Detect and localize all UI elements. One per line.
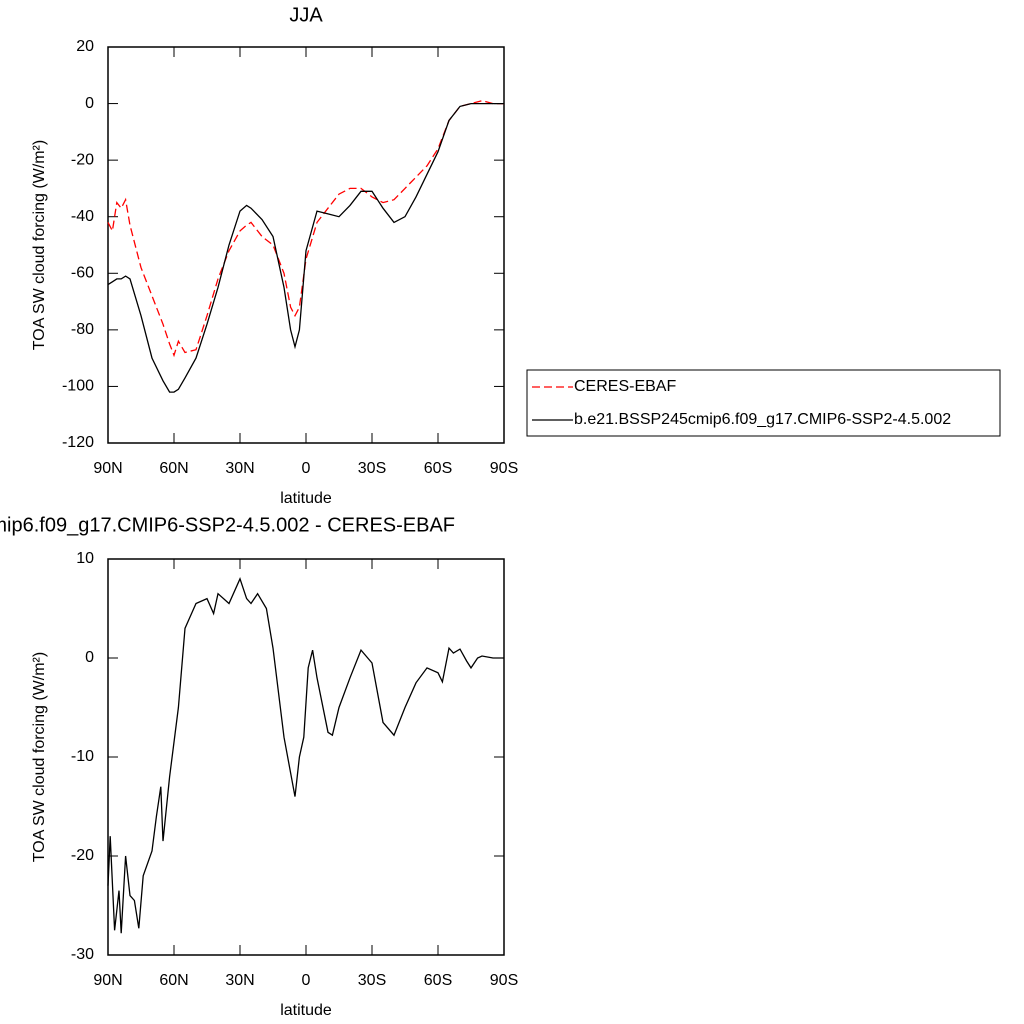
y-axis-label: TOA SW cloud forcing (W/m²)	[31, 140, 48, 350]
y-tick-label: -10	[71, 748, 94, 765]
data-line	[107, 102, 504, 393]
x-tick-label: 90N	[93, 460, 122, 477]
x-tick-label: 30S	[358, 460, 386, 477]
x-tick-label: 90N	[93, 972, 122, 989]
x-tick-label: 60N	[159, 972, 188, 989]
x-tick-label: 0	[302, 972, 311, 989]
x-tick-label: 60N	[159, 460, 188, 477]
x-tick-label: 60S	[424, 460, 452, 477]
plot-frame	[107, 46, 505, 444]
y-tick-label: -60	[71, 265, 94, 282]
y-tick-label: -120	[62, 434, 94, 451]
data-line	[107, 577, 504, 934]
chart-title: 1.BSSP245cmip6.f09_g17.CMIP6-SSP2-4.5.00…	[0, 514, 455, 536]
plot-frame	[107, 558, 505, 956]
x-tick-label: 90S	[490, 972, 518, 989]
chart-title: JJA	[289, 4, 323, 26]
y-tick-label: -20	[71, 847, 94, 864]
x-tick-label: 30N	[225, 460, 254, 477]
legend-label: b.e21.BSSP245cmip6.f09_g17.CMIP6-SSP2-4.…	[574, 411, 951, 428]
x-tick-label: 30S	[358, 972, 386, 989]
y-axis-label: TOA SW cloud forcing (W/m²)	[31, 652, 48, 862]
legend-label: CERES-EBAF	[574, 378, 676, 395]
legend-box	[526, 369, 1001, 437]
y-tick-label: -80	[71, 321, 94, 338]
x-axis-label: latitude	[280, 490, 332, 507]
x-tick-label: 90S	[490, 460, 518, 477]
y-tick-label: 10	[76, 550, 94, 567]
y-tick-label: -100	[62, 378, 94, 395]
x-axis-label: latitude	[280, 1002, 332, 1019]
y-tick-label: 0	[85, 95, 94, 112]
y-tick-label: -30	[71, 946, 94, 963]
y-tick-label: 0	[85, 649, 94, 666]
y-tick-label: -20	[71, 151, 94, 168]
x-tick-label: 30N	[225, 972, 254, 989]
x-tick-label: 60S	[424, 972, 452, 989]
x-tick-label: 0	[302, 460, 311, 477]
y-tick-label: 20	[76, 38, 94, 55]
data-line	[107, 100, 504, 358]
y-tick-label: -40	[71, 208, 94, 225]
